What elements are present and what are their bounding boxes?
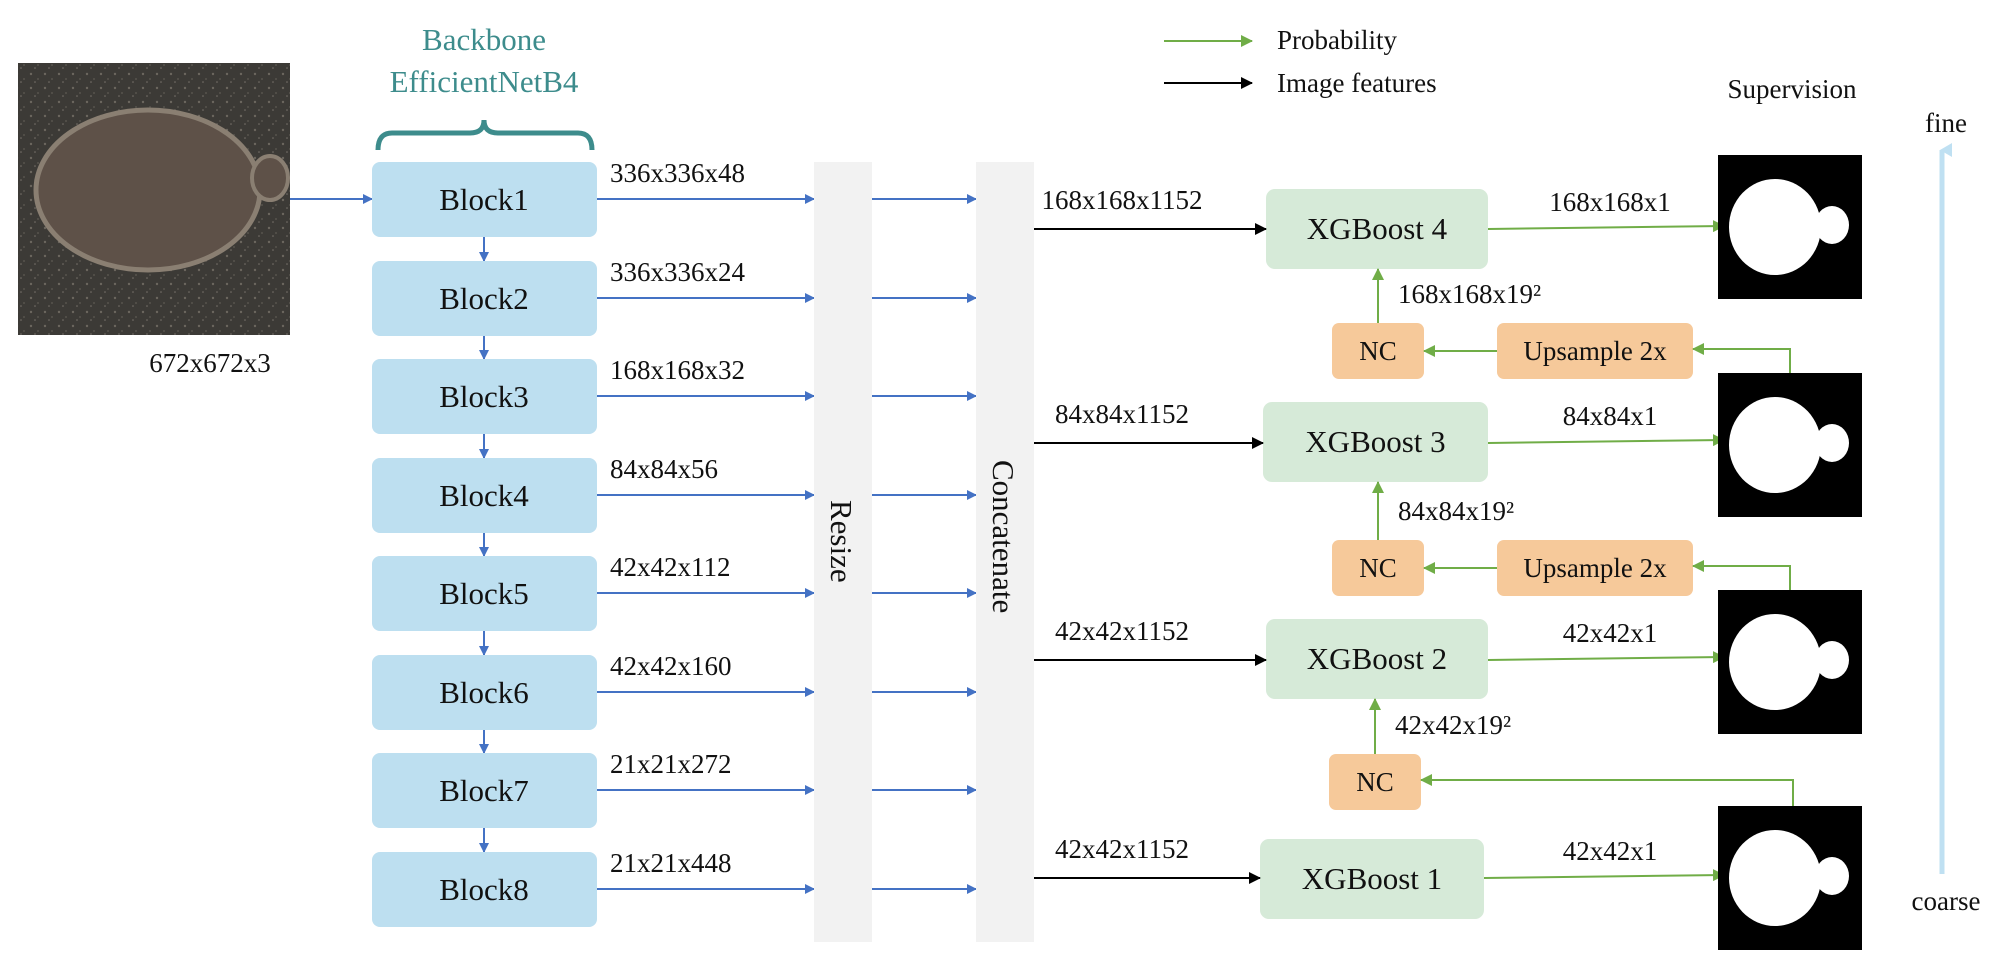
nc-label-1: NC: [1359, 336, 1397, 366]
backbone-title: Backbone: [422, 22, 546, 57]
supervision-mask-3: [1718, 373, 1862, 517]
block-7-size-label: 21x21x272: [610, 749, 732, 779]
xgboost-2-output-size: 42x42x1: [1563, 618, 1658, 648]
block-3: [372, 359, 597, 434]
block-3-label: Block3: [439, 379, 529, 414]
scale-coarse-label: coarse: [1912, 886, 1981, 916]
block-5-label: Block5: [439, 576, 529, 611]
xgboost-4-input-size: 168x168x1152: [1042, 185, 1203, 215]
block-8-size-label: 21x21x448: [610, 848, 732, 878]
backbone-blocks: Block1 336x336x48 Block2 336x336x24 Block3 16…: [372, 158, 977, 927]
xgboost-3-output-size: 84x84x1: [1563, 401, 1658, 431]
xgboost-box-4: [1266, 189, 1488, 269]
resize-bar: [814, 162, 872, 942]
upsample-box-1: [1497, 323, 1693, 379]
mask-to-upsample-arrow-1: [1692, 343, 1791, 373]
nc-box-2: [1332, 540, 1424, 596]
nc-box-3: [1329, 754, 1421, 810]
legend-image-features-label: Image features: [1277, 68, 1437, 98]
block-6-size-label: 42x42x160: [610, 651, 732, 681]
nc-output-size-1: 168x168x19²: [1398, 279, 1541, 309]
nc-label-3: NC: [1356, 767, 1394, 797]
nc-output-size-3: 42x42x19²: [1395, 710, 1511, 740]
block-4-label: Block4: [439, 478, 529, 513]
block-6-label: Block6: [439, 675, 529, 710]
supervision-mask-4: [1718, 155, 1862, 299]
xgboost-label-3: XGBoost 3: [1305, 424, 1445, 459]
xgboost-box-1: [1260, 839, 1484, 919]
backbone-subtitle: EfficientNetB4: [390, 64, 579, 99]
input-image: [18, 63, 290, 335]
xgboost-label-1: XGBoost 1: [1302, 861, 1442, 896]
block-2-size-label: 336x336x24: [610, 257, 746, 287]
block-5: [372, 556, 597, 631]
block-1-label: Block1: [439, 182, 529, 217]
input-size-label: 672x672x3: [149, 348, 271, 378]
block-1: [372, 162, 597, 237]
backbone-brace: [375, 119, 595, 151]
xgboost-3-input-size: 84x84x1152: [1055, 399, 1189, 429]
block-2: [372, 261, 597, 336]
legend-probability-label: Probability: [1277, 25, 1397, 55]
upsample-label-1: Upsample 2x: [1523, 336, 1667, 366]
xgboost-4-output-size: 168x168x1: [1549, 187, 1671, 217]
block-6: [372, 655, 597, 730]
xgboost-2-output-arrow: [1487, 651, 1725, 664]
mask-to-upsample-arrow-2: [1692, 560, 1791, 590]
mask-to-nc-arrow-3: [1420, 774, 1794, 806]
block-5-size-label: 42x42x112: [610, 552, 731, 582]
block-2-label: Block2: [439, 281, 529, 316]
concatenate-bar: [976, 162, 1034, 942]
nc-box-1: [1332, 323, 1424, 379]
xgboost-box-3: [1263, 402, 1488, 482]
block-7: [372, 753, 597, 828]
upsample-box-2: [1497, 540, 1693, 596]
block-8-label: Block8: [439, 872, 529, 907]
xgboost-1-input-size: 42x42x1152: [1055, 834, 1189, 864]
xgboost-box-2: [1266, 619, 1488, 699]
supervision-mask-1: [1718, 806, 1862, 950]
supervision-title: Supervision: [1727, 74, 1857, 104]
nc-label-2: NC: [1359, 553, 1397, 583]
xgboost-label-2: XGBoost 2: [1307, 641, 1447, 676]
concatenate-label: Concatenate: [986, 460, 1021, 613]
nc-output-size-2: 84x84x19²: [1398, 496, 1514, 526]
xgboost-1-output-arrow: [1483, 869, 1725, 882]
block-4: [372, 458, 597, 533]
scale-fine-label: fine: [1925, 108, 1967, 138]
xgboost-3-output-arrow: [1487, 434, 1725, 447]
block-4-size-label: 84x84x56: [610, 454, 718, 484]
supervision-mask-2: [1718, 590, 1862, 734]
xgboost-4-output-arrow: [1487, 220, 1725, 233]
xgboost-stages: XGBoost 4 168x168x1152 168x168x1 XGBoost 3 8…: [1034, 155, 1862, 950]
block-7-label: Block7: [439, 773, 529, 808]
xgboost-2-input-size: 42x42x1152: [1055, 616, 1189, 646]
block-8: [372, 852, 597, 927]
block-3-size-label: 168x168x32: [610, 355, 745, 385]
resize-label: Resize: [824, 500, 859, 583]
upsample-label-2: Upsample 2x: [1523, 553, 1667, 583]
xgboost-1-output-size: 42x42x1: [1563, 836, 1658, 866]
block-1-size-label: 336x336x48: [610, 158, 745, 188]
xgboost-label-4: XGBoost 4: [1307, 211, 1448, 246]
